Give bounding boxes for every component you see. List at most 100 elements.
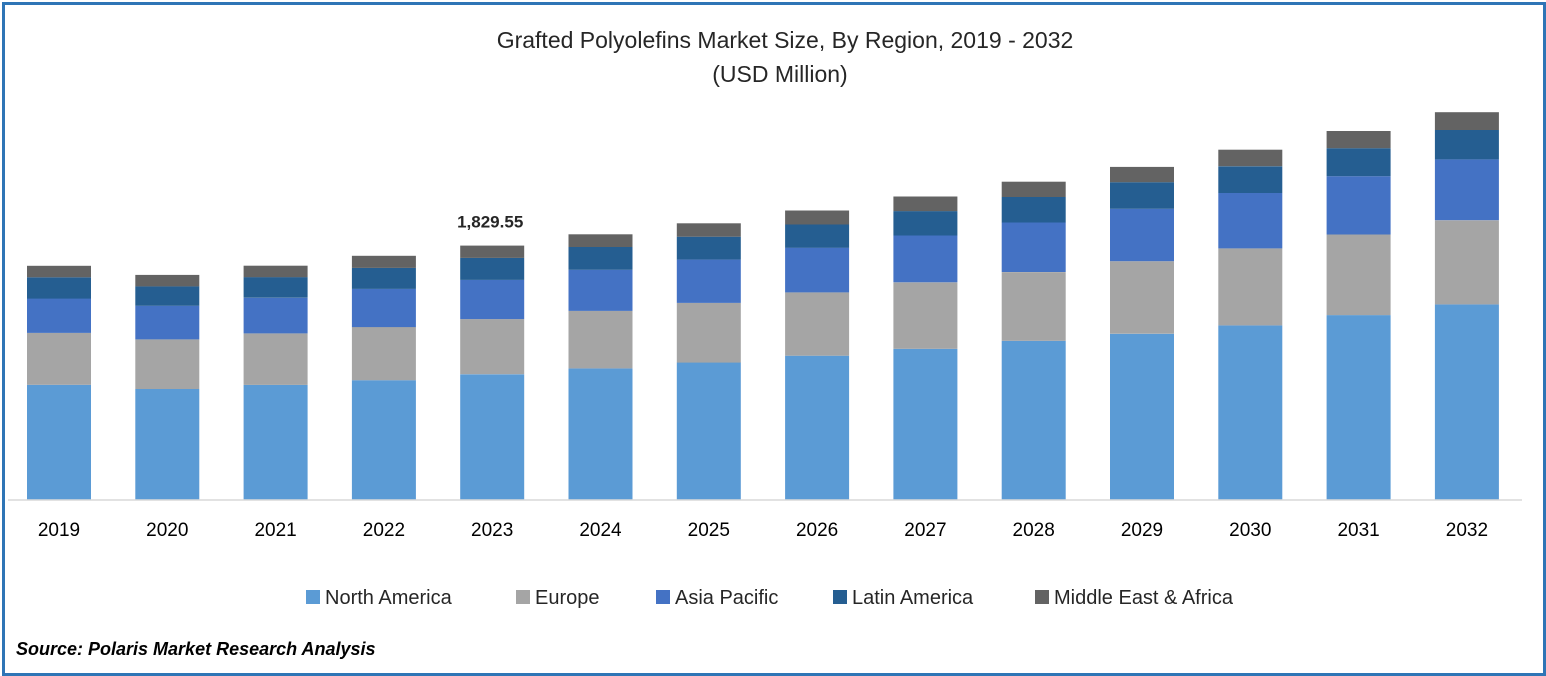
bar-2028-series-3: [1001, 197, 1066, 223]
annotations-group: 1,829.55: [457, 213, 523, 232]
bar-2019-series-3: [27, 277, 91, 299]
chart-subtitle: (USD Million): [712, 61, 847, 87]
bar-2025-series-3: [676, 236, 741, 260]
legend-swatch-3: [833, 590, 847, 604]
bar-2029-series-1: [1110, 261, 1174, 334]
data-label-2023: 1,829.55: [457, 213, 523, 232]
bar-2027-series-1: [893, 282, 958, 349]
bar-2028-series-4: [1001, 181, 1066, 197]
legend-swatch-4: [1035, 590, 1049, 604]
x-tick-labels: 2019 2020 2021 2022 2023 2024 2025 2026 2027 2028…: [38, 520, 1488, 541]
x-tick-label: 2019: [38, 520, 80, 541]
x-tick-label: 2025: [688, 520, 730, 541]
bar-2030-series-0: [1218, 325, 1283, 500]
bar-2028-series-2: [1001, 222, 1066, 272]
bar-2029-series-2: [1110, 208, 1174, 262]
bar-2027-series-0: [893, 348, 958, 500]
legend-label-3: Latin America: [852, 587, 974, 609]
bar-2020-series-3: [135, 286, 200, 306]
bar-2031-series-3: [1326, 148, 1391, 177]
bar-2031-series-1: [1326, 234, 1391, 316]
x-tick-label: 2031: [1337, 520, 1379, 541]
bar-2019-series-1: [27, 332, 91, 385]
bar-2024-series-2: [568, 269, 633, 311]
x-tick-label: 2028: [1013, 520, 1055, 541]
bar-2019-series-4: [27, 265, 91, 278]
bar-2024-series-1: [568, 310, 633, 369]
bar-2031-series-2: [1326, 176, 1391, 235]
bar-2023-series-1: [460, 319, 525, 375]
bar-2030-series-3: [1218, 166, 1283, 193]
bar-2024-series-3: [568, 247, 633, 270]
bar-2023-series-0: [460, 374, 525, 500]
x-tick-label: 2027: [904, 520, 946, 541]
bar-2031-series-4: [1326, 131, 1391, 149]
bar-2022-series-4: [351, 255, 416, 268]
x-tick-label: 2029: [1121, 520, 1163, 541]
bar-2026-series-3: [785, 224, 850, 248]
bar-2019-series-0: [27, 384, 91, 500]
bar-2032-series-2: [1434, 159, 1499, 221]
bar-2023-series-3: [460, 257, 525, 280]
bar-2032-series-1: [1434, 220, 1499, 305]
bar-2026-series-2: [785, 247, 850, 293]
x-tick-label: 2024: [579, 520, 622, 541]
bar-2023-series-4: [460, 245, 525, 258]
bar-2027-series-3: [893, 211, 958, 236]
bar-2022-series-0: [351, 380, 416, 500]
bar-2021-series-1: [243, 333, 308, 385]
bar-2030-series-2: [1218, 193, 1283, 249]
x-tick-label: 2023: [471, 520, 513, 541]
bar-2021-series-0: [243, 384, 308, 500]
bar-2032-series-0: [1434, 304, 1499, 500]
bar-2020-series-1: [135, 339, 200, 389]
bar-2025-series-2: [676, 259, 741, 303]
x-tick-label: 2020: [146, 520, 188, 541]
legend-swatch-0: [306, 590, 320, 604]
bar-2032-series-3: [1434, 130, 1499, 160]
bar-2025-series-0: [676, 362, 741, 500]
bar-2020-series-2: [135, 305, 200, 340]
x-tick-label: 2032: [1446, 520, 1488, 541]
legend-label-0: North America: [325, 587, 453, 609]
bar-2029-series-3: [1110, 182, 1174, 209]
bar-2025-series-1: [676, 302, 741, 363]
x-tick-label: 2030: [1229, 520, 1271, 541]
bar-2021-series-3: [243, 277, 308, 298]
legend-swatch-1: [516, 590, 530, 604]
bar-2026-series-1: [785, 292, 850, 356]
bar-2030-series-1: [1218, 248, 1283, 326]
bar-2022-series-3: [351, 267, 416, 289]
bar-2026-series-4: [785, 210, 850, 225]
bar-2032-series-4: [1434, 112, 1499, 130]
bars-group: [27, 112, 1499, 500]
bar-2029-series-4: [1110, 166, 1174, 183]
bar-2027-series-4: [893, 196, 958, 212]
bar-2030-series-4: [1218, 149, 1283, 167]
bar-2024-series-0: [568, 368, 633, 500]
x-tick-label: 2022: [363, 520, 405, 541]
bar-2024-series-4: [568, 234, 633, 247]
chart-title: Grafted Polyolefins Market Size, By Regi…: [497, 27, 1074, 53]
bar-2021-series-4: [243, 265, 308, 278]
x-tick-label: 2026: [796, 520, 838, 541]
bar-2026-series-0: [785, 355, 850, 500]
bar-2022-series-2: [351, 288, 416, 328]
legend: North America Europe Asia Pacific Latin Ame…: [306, 587, 1234, 609]
bar-2025-series-4: [676, 223, 741, 237]
legend-label-2: Asia Pacific: [675, 587, 778, 609]
bar-2020-series-0: [135, 389, 200, 500]
bar-2029-series-0: [1110, 333, 1174, 500]
bar-2028-series-0: [1001, 340, 1066, 500]
bar-2022-series-1: [351, 327, 416, 381]
bar-2031-series-0: [1326, 315, 1391, 500]
bar-2020-series-4: [135, 274, 200, 287]
bar-2021-series-2: [243, 297, 308, 334]
legend-label-1: Europe: [535, 587, 600, 609]
source-note: Source: Polaris Market Research Analysis: [16, 639, 376, 659]
bar-2019-series-2: [27, 298, 91, 333]
bar-2023-series-2: [460, 279, 525, 320]
x-tick-label: 2021: [254, 520, 296, 541]
legend-label-4: Middle East & Africa: [1054, 587, 1234, 609]
